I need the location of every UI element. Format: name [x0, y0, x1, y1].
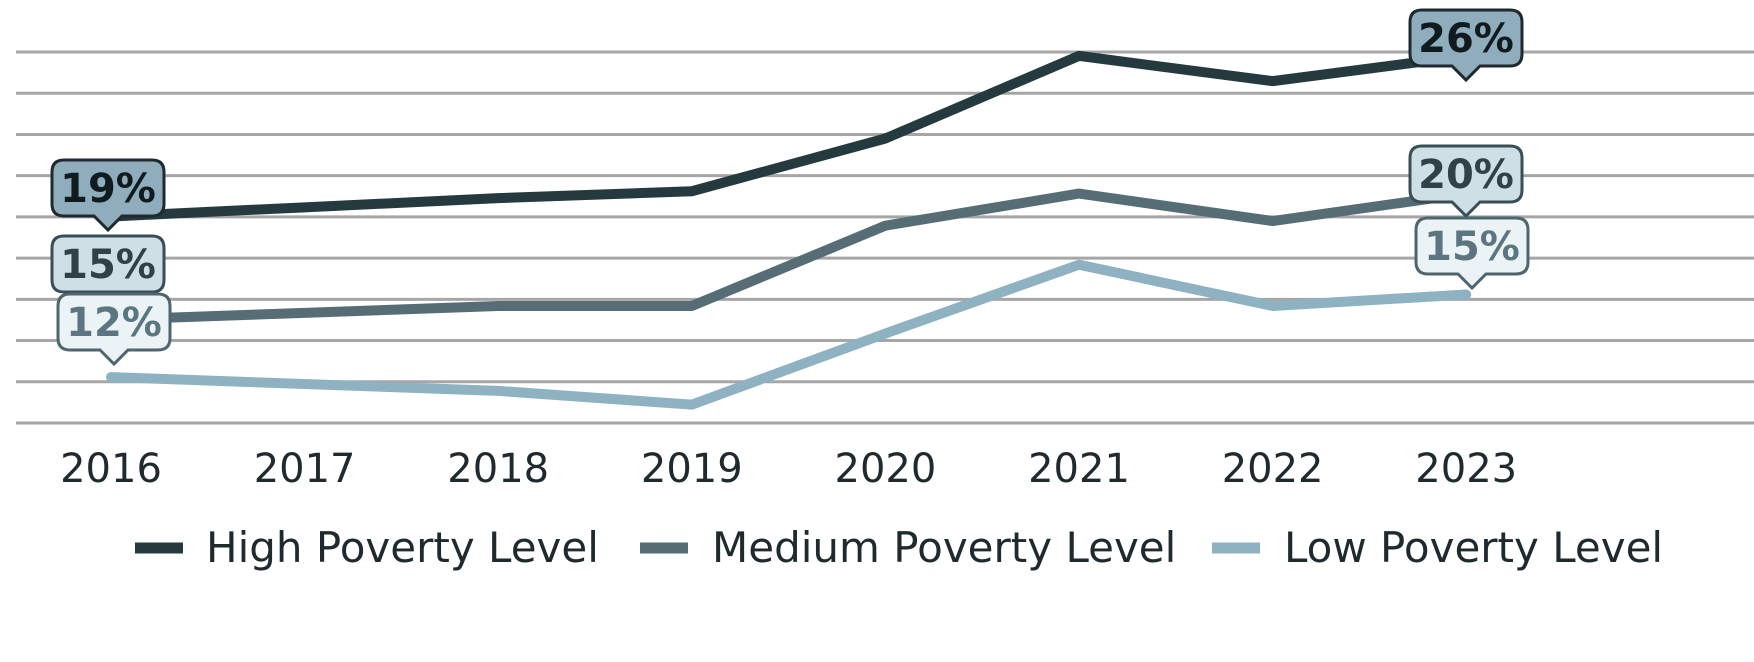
series-lines: [106, 50, 1472, 410]
callout-label: 26%: [1418, 16, 1514, 62]
data-callout: 15%: [1414, 216, 1530, 291]
data-callout: 15%: [50, 234, 166, 294]
x-tick-label: 2022: [1222, 446, 1324, 492]
series-line: [106, 50, 1472, 222]
x-tick-label: 2019: [641, 446, 743, 492]
series-line: [106, 259, 1472, 410]
legend-item: Low Poverty Level: [1212, 523, 1663, 572]
callout-bubble: [56, 292, 172, 367]
callout-bubble: [50, 158, 166, 233]
legend-item: Medium Poverty Level: [640, 523, 1176, 572]
callout-label: 12%: [66, 300, 162, 346]
x-tick-label: 2020: [835, 446, 937, 492]
x-tick-label: 2016: [60, 446, 162, 492]
data-callout: 20%: [1408, 144, 1524, 219]
x-tick-label: 2018: [447, 446, 549, 492]
callout-bubble: [50, 234, 166, 294]
x-tick-label: 2021: [1028, 446, 1130, 492]
gridlines: [16, 50, 1754, 425]
series-line: [106, 188, 1472, 325]
x-tick-label: 2023: [1415, 446, 1517, 492]
callout-bubble: [1408, 144, 1524, 219]
data-callout: 12%: [56, 292, 172, 367]
data-callout: 26%: [1408, 8, 1524, 83]
callout-bubble: [1408, 8, 1524, 83]
callout-label: 19%: [60, 166, 156, 212]
callout-label: 15%: [60, 242, 156, 288]
x-tick-label: 2017: [254, 446, 356, 492]
legend-label: High Poverty Level: [206, 523, 599, 572]
callout-label: 20%: [1418, 152, 1514, 198]
callout-bubble: [1414, 216, 1530, 291]
x-axis-tick-labels: 2016 2017 2018 2019 2020 2021 2022 2023: [60, 446, 1517, 492]
data-callout: 19%: [50, 158, 166, 233]
data-callouts: 19% 26% 15% 20% 12% 15%: [50, 8, 1530, 367]
legend: High Poverty Level Medium Poverty Level Lo…: [135, 523, 1663, 572]
legend-item: High Poverty Level: [135, 523, 599, 572]
legend-label: Medium Poverty Level: [712, 523, 1176, 572]
callout-label: 15%: [1424, 224, 1520, 270]
legend-label: Low Poverty Level: [1284, 523, 1663, 572]
